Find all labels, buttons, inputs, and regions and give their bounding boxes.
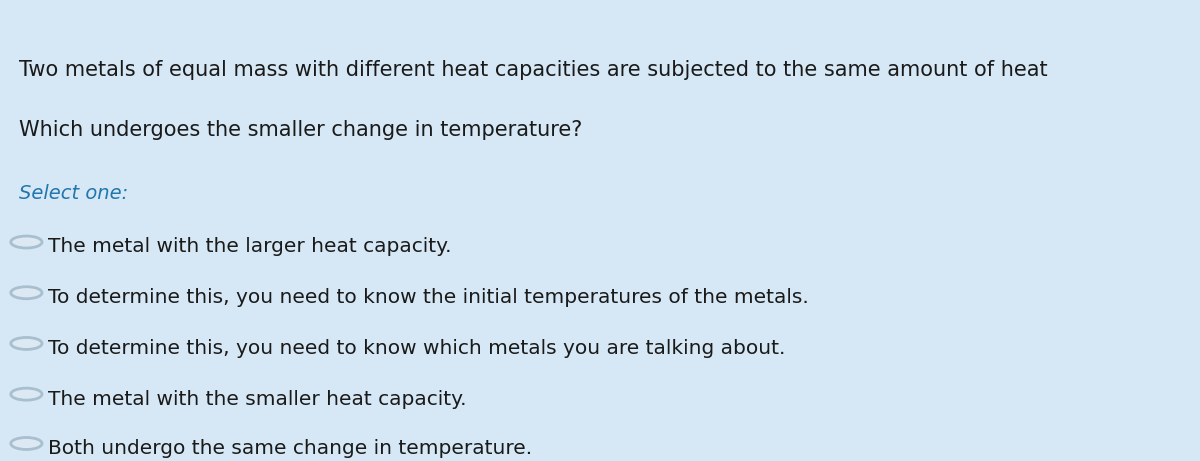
Text: The metal with the larger heat capacity.: The metal with the larger heat capacity. — [48, 237, 451, 256]
Circle shape — [11, 437, 42, 449]
Text: Both undergo the same change in temperature.: Both undergo the same change in temperat… — [48, 439, 532, 458]
Text: To determine this, you need to know which metals you are talking about.: To determine this, you need to know whic… — [48, 339, 785, 358]
Text: Two metals of equal mass with different heat capacities are subjected to the sam: Two metals of equal mass with different … — [19, 60, 1048, 80]
Circle shape — [11, 236, 42, 248]
Text: Select one:: Select one: — [19, 184, 128, 203]
Text: Which undergoes the smaller change in temperature?: Which undergoes the smaller change in te… — [19, 120, 582, 140]
Circle shape — [11, 287, 42, 299]
Text: The metal with the smaller heat capacity.: The metal with the smaller heat capacity… — [48, 390, 467, 408]
Text: To determine this, you need to know the initial temperatures of the metals.: To determine this, you need to know the … — [48, 288, 809, 307]
Circle shape — [11, 337, 42, 349]
Circle shape — [11, 388, 42, 400]
